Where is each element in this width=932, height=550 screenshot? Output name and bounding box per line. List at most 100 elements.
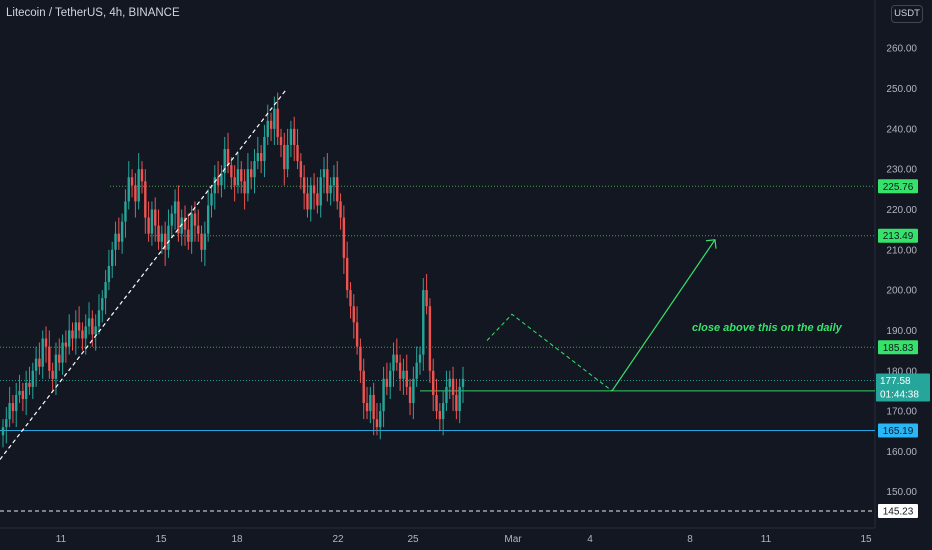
candle-body — [408, 386, 412, 404]
candle-body — [428, 306, 432, 371]
candle — [418, 346, 422, 375]
candle-body — [375, 419, 379, 428]
candle-body — [326, 169, 329, 194]
target-arrow-line — [611, 239, 716, 392]
candle — [206, 189, 210, 242]
candle-body — [203, 233, 207, 250]
candle-body — [269, 120, 273, 129]
candle — [170, 205, 173, 238]
symbol-title[interactable]: Litecoin / TetherUS, 4h, BINANCE — [6, 7, 180, 19]
candle — [408, 378, 412, 416]
candle — [352, 294, 355, 339]
candle — [256, 136, 260, 170]
candle — [332, 165, 336, 202]
price-tick-label: 200.00 — [886, 286, 917, 297]
price-tick-label: 250.00 — [886, 84, 917, 95]
price-tick-label: 190.00 — [886, 326, 917, 337]
candle-body — [233, 177, 236, 186]
candle-body — [302, 177, 306, 194]
candle — [190, 205, 193, 254]
candle — [269, 112, 273, 141]
candle-body — [193, 213, 197, 226]
candle-body — [134, 185, 137, 202]
candle — [312, 173, 316, 210]
candle — [259, 144, 263, 174]
candle-body — [266, 120, 269, 137]
candle-body — [31, 370, 34, 387]
candle-body — [34, 358, 38, 371]
time-tick-label: 22 — [332, 534, 344, 545]
candle-body — [160, 233, 164, 242]
candle-body — [415, 362, 418, 379]
candle-body — [120, 221, 124, 242]
candle-body — [445, 386, 448, 404]
candle-body — [256, 153, 260, 162]
candle-body — [289, 128, 293, 145]
candle-body — [67, 330, 71, 347]
candle-body — [405, 370, 408, 387]
candle — [445, 370, 448, 412]
candle-body — [137, 169, 140, 202]
candle-body — [246, 169, 250, 194]
time-tick-label: 11 — [56, 534, 67, 545]
candle-body — [435, 394, 438, 412]
candle — [180, 209, 183, 246]
candle — [167, 209, 170, 258]
candle-body — [147, 217, 150, 234]
candle-body — [286, 144, 289, 170]
candle — [157, 209, 160, 250]
candle — [296, 128, 299, 170]
candle — [289, 120, 293, 158]
candle — [11, 394, 15, 424]
candle — [266, 104, 269, 145]
candle-body — [250, 169, 253, 178]
candle-body — [104, 282, 107, 299]
candle — [236, 153, 240, 194]
candle-body — [263, 136, 266, 162]
candle-body — [54, 354, 58, 379]
price-tag-label: 213.49 — [883, 231, 914, 242]
price-tag-label: 225.76 — [883, 182, 914, 193]
candle — [107, 249, 111, 291]
candle — [97, 294, 101, 335]
candle — [114, 221, 117, 266]
candle — [163, 221, 167, 266]
drawings — [0, 88, 717, 460]
candle — [64, 330, 68, 363]
candle-body — [144, 181, 147, 218]
candle — [101, 290, 104, 323]
candle — [458, 378, 461, 424]
candle-body — [101, 298, 104, 311]
candle — [233, 165, 236, 202]
candle — [5, 407, 8, 444]
candle — [61, 334, 64, 375]
candle — [15, 382, 18, 428]
candle-body — [253, 161, 256, 178]
candle-body — [319, 177, 322, 206]
candle-body — [97, 310, 101, 327]
candle — [210, 185, 213, 218]
time-tick-label: 15 — [860, 534, 872, 545]
candle-body — [94, 326, 97, 335]
candle — [177, 185, 180, 242]
candle-body — [87, 318, 91, 327]
candle-body — [372, 394, 375, 420]
candle-body — [365, 403, 369, 412]
price-tag-label: 145.23 — [883, 506, 914, 517]
annotation-text[interactable]: close above this on the daily — [692, 322, 842, 334]
time-axis: 11 15 18 22 25 Mar 4 8 11 15 — [0, 527, 875, 545]
price-tag-label: 185.83 — [883, 343, 914, 354]
candle — [140, 161, 144, 194]
candle-body — [455, 394, 458, 412]
price-tick-label: 210.00 — [886, 245, 917, 256]
candle-body — [226, 149, 230, 166]
candle — [111, 241, 114, 279]
currency-button[interactable]: USDT — [891, 5, 923, 23]
candle-body — [230, 165, 233, 178]
candle — [104, 269, 107, 315]
candle — [21, 382, 25, 412]
price-tick-label: 220.00 — [886, 205, 917, 216]
candle — [306, 177, 309, 218]
candle — [441, 390, 445, 436]
